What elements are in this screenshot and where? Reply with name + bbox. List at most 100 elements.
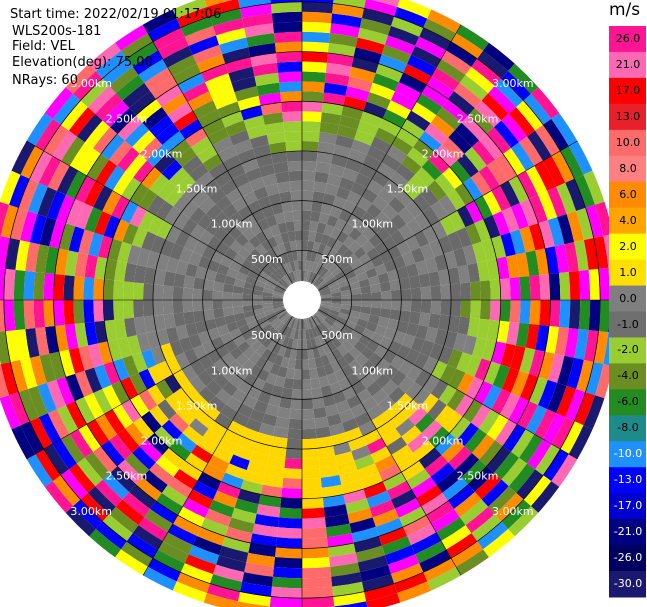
velocity-gate (80, 492, 110, 522)
velocity-gate (65, 506, 96, 537)
velocity-gate (268, 394, 282, 407)
velocity-gate (355, 545, 385, 563)
velocity-gate (459, 74, 489, 101)
velocity-gate (144, 509, 173, 533)
velocity-gate (279, 277, 289, 287)
velocity-gate (273, 233, 284, 246)
velocity-gate (372, 508, 400, 527)
velocity-gate (348, 227, 362, 241)
velocity-gate (132, 50, 163, 75)
velocity-gate (254, 279, 266, 288)
velocity-gate (568, 425, 593, 459)
velocity-gate (256, 504, 281, 518)
velocity-gate (172, 212, 190, 231)
velocity-gate (161, 419, 183, 441)
velocity-gate (302, 121, 321, 132)
velocity-gate (307, 348, 315, 360)
velocity-gate (467, 317, 480, 338)
velocity-gate (372, 195, 389, 212)
velocity-gate (384, 545, 416, 565)
velocity-gate (501, 457, 528, 487)
velocity-gate (191, 136, 213, 156)
velocity-gate (0, 235, 11, 269)
velocity-gate (442, 99, 469, 123)
velocity-gate (242, 293, 253, 300)
velocity-gate (319, 285, 330, 292)
velocity-gate (357, 555, 388, 573)
velocity-gate (213, 490, 238, 508)
velocity-gate (112, 404, 134, 429)
velocity-gate (408, 174, 428, 194)
velocity-gate (390, 489, 417, 509)
velocity-gate (317, 141, 336, 155)
velocity-gate (268, 193, 282, 206)
velocity-gate (389, 410, 409, 429)
velocity-gate (252, 144, 272, 159)
velocity-gate (406, 468, 431, 490)
velocity-gate (93, 278, 105, 300)
velocity-gate (258, 92, 282, 106)
velocity-gate (281, 201, 293, 213)
velocity-gate (390, 289, 402, 300)
velocity-gate (392, 255, 406, 270)
velocity-gate (542, 413, 566, 445)
azimuth-spoke (142, 299, 303, 576)
velocity-gate (492, 211, 510, 236)
velocity-gate (125, 422, 147, 447)
velocity-gate (84, 392, 105, 420)
velocity-gate (338, 279, 350, 288)
velocity-gate (311, 387, 323, 399)
velocity-gate (272, 304, 284, 310)
range-ring-label: 2.00km (141, 435, 183, 448)
velocity-gate (306, 318, 312, 330)
velocity-gate (5, 238, 21, 270)
velocity-gate (343, 489, 367, 505)
velocity-gate (330, 227, 342, 240)
velocity-gate (338, 408, 355, 423)
velocity-gate (320, 112, 342, 126)
velocity-gate (93, 185, 113, 212)
velocity-gate (358, 278, 371, 288)
velocity-gate (237, 148, 256, 164)
velocity-gate (321, 256, 332, 268)
velocity-gate (499, 392, 520, 420)
velocity-gate (195, 171, 215, 190)
velocity-gate (273, 161, 289, 174)
velocity-gate (229, 240, 243, 254)
velocity-gate (202, 428, 223, 447)
velocity-gate (262, 295, 273, 300)
velocity-gate (449, 160, 471, 184)
velocity-gate (295, 319, 300, 330)
colorbar-tick-label: -17.0 (613, 499, 643, 513)
velocity-gate (150, 500, 178, 524)
velocity-gate (173, 110, 198, 132)
velocity-gate (381, 428, 402, 447)
velocity-gate (13, 269, 26, 300)
velocity-gate (192, 288, 204, 300)
velocity-gate (192, 44, 223, 64)
velocity-gate (357, 27, 388, 45)
velocity-gate (306, 250, 313, 262)
velocity-gate (302, 438, 318, 450)
velocity-gate (241, 329, 254, 341)
velocity-gate (331, 303, 342, 309)
velocity-gate (324, 403, 339, 417)
velocity-gate (410, 247, 425, 264)
velocity-gate (0, 170, 21, 205)
velocity-gate (237, 436, 256, 452)
velocity-gate (427, 180, 447, 201)
velocity-gate (366, 179, 384, 196)
velocity-gate (265, 280, 277, 288)
velocity-gate (403, 515, 432, 537)
velocity-gate (330, 306, 341, 313)
velocity-gate (248, 235, 262, 249)
velocity-gate (321, 319, 332, 330)
velocity-gate (499, 180, 520, 208)
velocity-gate (75, 202, 94, 230)
velocity-gate (162, 45, 193, 68)
velocity-gate (271, 576, 302, 589)
velocity-gate (329, 552, 358, 567)
velocity-gate (256, 316, 268, 325)
velocity-gate (248, 351, 262, 365)
velocity-gate (162, 131, 186, 153)
